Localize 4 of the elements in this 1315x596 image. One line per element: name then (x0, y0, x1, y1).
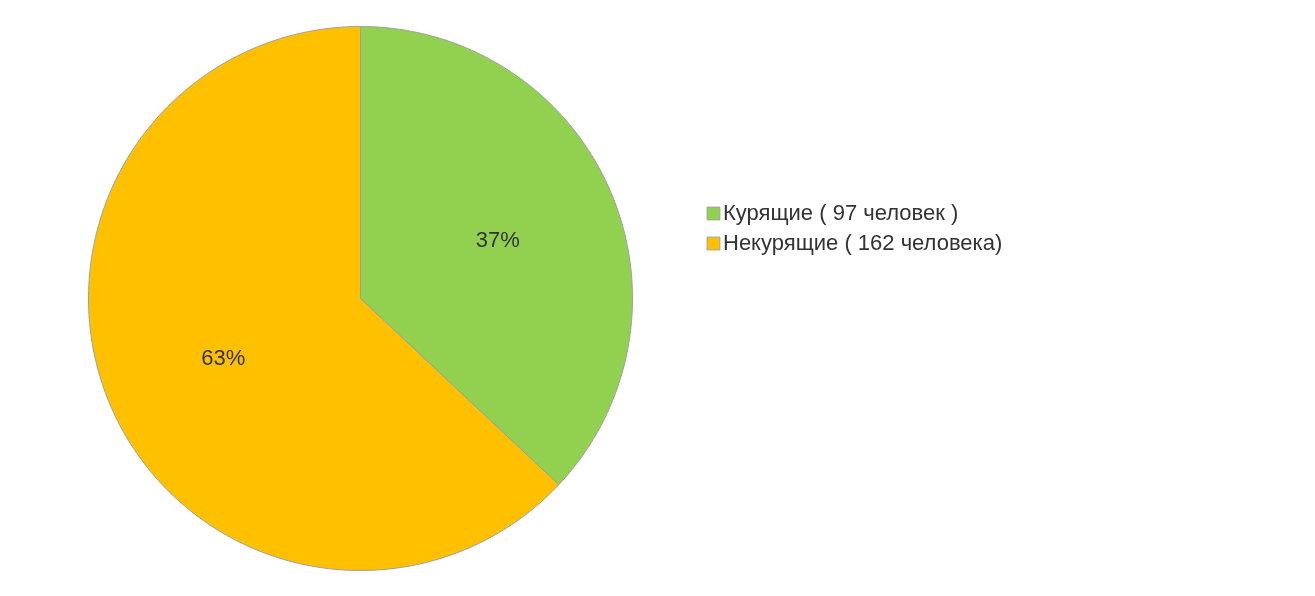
data-label: 37% (475, 226, 520, 252)
legend-label: Курящие ( 97 человек ) (723, 200, 959, 226)
data-label: 63% (201, 345, 246, 371)
legend-label: Некурящие ( 162 человека) (723, 230, 1003, 256)
